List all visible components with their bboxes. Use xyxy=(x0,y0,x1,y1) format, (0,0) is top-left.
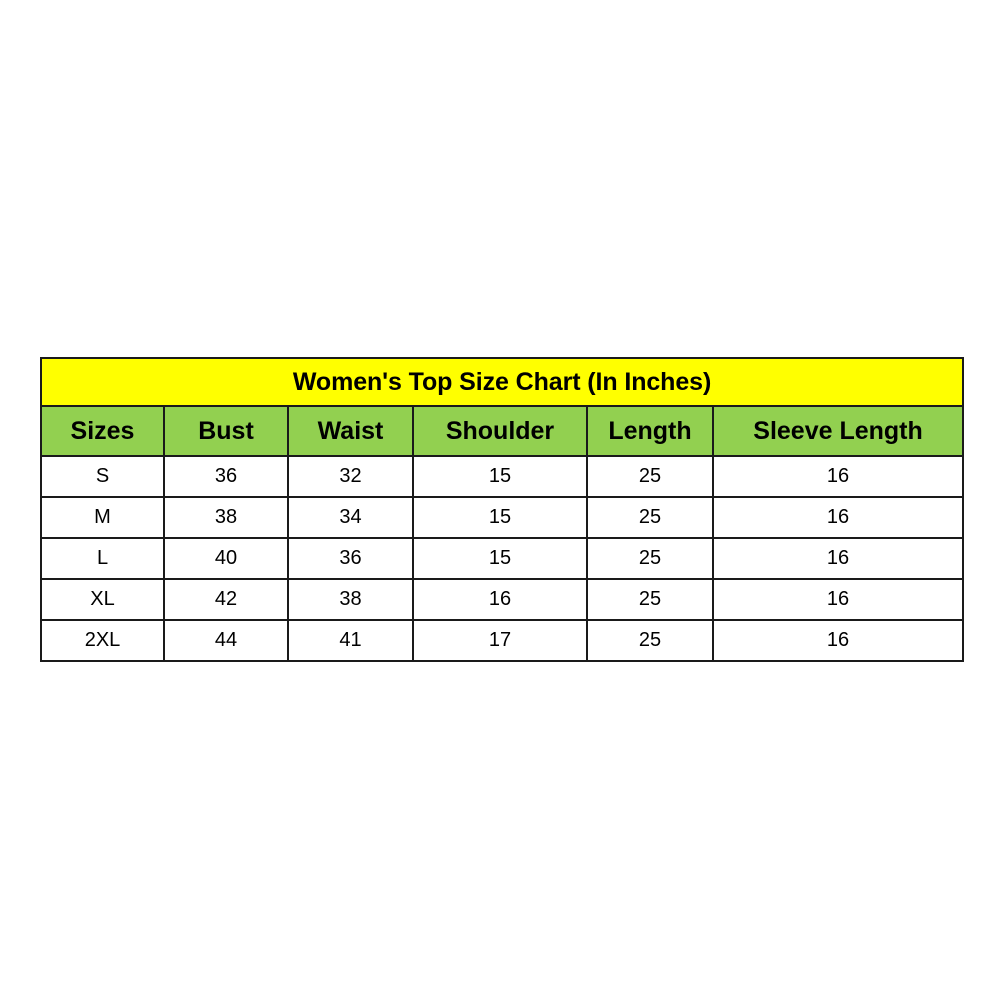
chart-title-row: Women's Top Size Chart (In Inches) xyxy=(39,357,965,407)
table-row: L 40 36 15 25 16 xyxy=(40,537,965,580)
table-row: S 36 32 15 25 16 xyxy=(40,455,965,498)
cell-length: 25 xyxy=(586,496,714,539)
cell-length: 25 xyxy=(586,537,714,580)
column-header-length: Length xyxy=(586,405,714,457)
cell-sleeve-length: 16 xyxy=(711,619,965,662)
cell-bust: 42 xyxy=(163,578,289,621)
column-header-bust: Bust xyxy=(163,405,289,457)
cell-sleeve-length: 16 xyxy=(711,578,965,621)
cell-waist: 41 xyxy=(287,619,414,662)
chart-title: Women's Top Size Chart (In Inches) xyxy=(39,357,965,407)
column-header-sleeve-length: Sleeve Length xyxy=(711,405,965,457)
table-header-row: Sizes Bust Waist Shoulder Length Sleeve … xyxy=(40,405,965,457)
column-header-sizes: Sizes xyxy=(40,405,165,457)
cell-shoulder: 15 xyxy=(412,537,588,580)
cell-shoulder: 17 xyxy=(412,619,588,662)
column-header-shoulder: Shoulder xyxy=(412,405,588,457)
cell-shoulder: 15 xyxy=(412,455,588,498)
table-row: 2XL 44 41 17 25 16 xyxy=(40,619,965,662)
cell-size: XL xyxy=(40,578,165,621)
cell-sleeve-length: 16 xyxy=(711,496,965,539)
cell-sleeve-length: 16 xyxy=(711,455,965,498)
cell-size: M xyxy=(40,496,165,539)
cell-waist: 34 xyxy=(287,496,414,539)
cell-bust: 44 xyxy=(163,619,289,662)
cell-size: L xyxy=(40,537,165,580)
table-row: M 38 34 15 25 16 xyxy=(40,496,965,539)
cell-bust: 40 xyxy=(163,537,289,580)
cell-size: 2XL xyxy=(40,619,165,662)
cell-bust: 38 xyxy=(163,496,289,539)
cell-shoulder: 15 xyxy=(412,496,588,539)
cell-length: 25 xyxy=(586,455,714,498)
cell-sleeve-length: 16 xyxy=(711,537,965,580)
table-row: XL 42 38 16 25 16 xyxy=(40,578,965,621)
cell-waist: 36 xyxy=(287,537,414,580)
cell-length: 25 xyxy=(586,619,714,662)
cell-shoulder: 16 xyxy=(412,578,588,621)
column-header-waist: Waist xyxy=(287,405,414,457)
cell-bust: 36 xyxy=(163,455,289,498)
cell-length: 25 xyxy=(586,578,714,621)
cell-waist: 38 xyxy=(287,578,414,621)
size-chart-table: Women's Top Size Chart (In Inches) Sizes… xyxy=(39,357,965,662)
cell-waist: 32 xyxy=(287,455,414,498)
cell-size: S xyxy=(40,455,165,498)
